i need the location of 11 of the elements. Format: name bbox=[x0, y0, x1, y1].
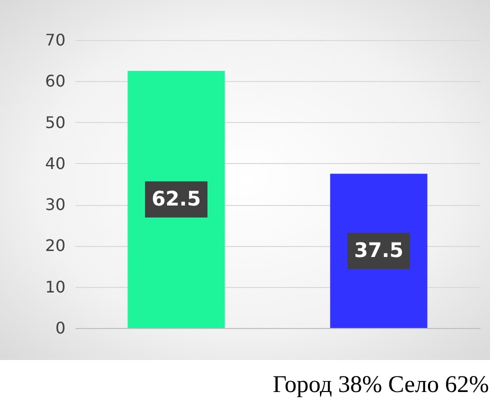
data-label: 62.5 bbox=[152, 186, 201, 210]
y-tick-label: 70 bbox=[45, 30, 66, 50]
data-label: 37.5 bbox=[354, 238, 404, 262]
y-tick-label: 0 bbox=[55, 318, 66, 338]
y-tick-label: 30 bbox=[45, 195, 66, 214]
y-tick-label: 10 bbox=[45, 277, 66, 296]
y-tick-label: 40 bbox=[45, 154, 66, 173]
y-tick-label: 20 bbox=[45, 236, 66, 256]
y-tick-label: 50 bbox=[45, 112, 66, 132]
y-tick-label: 60 bbox=[45, 72, 66, 91]
text: Город 38% Село 62% bbox=[272, 372, 489, 399]
